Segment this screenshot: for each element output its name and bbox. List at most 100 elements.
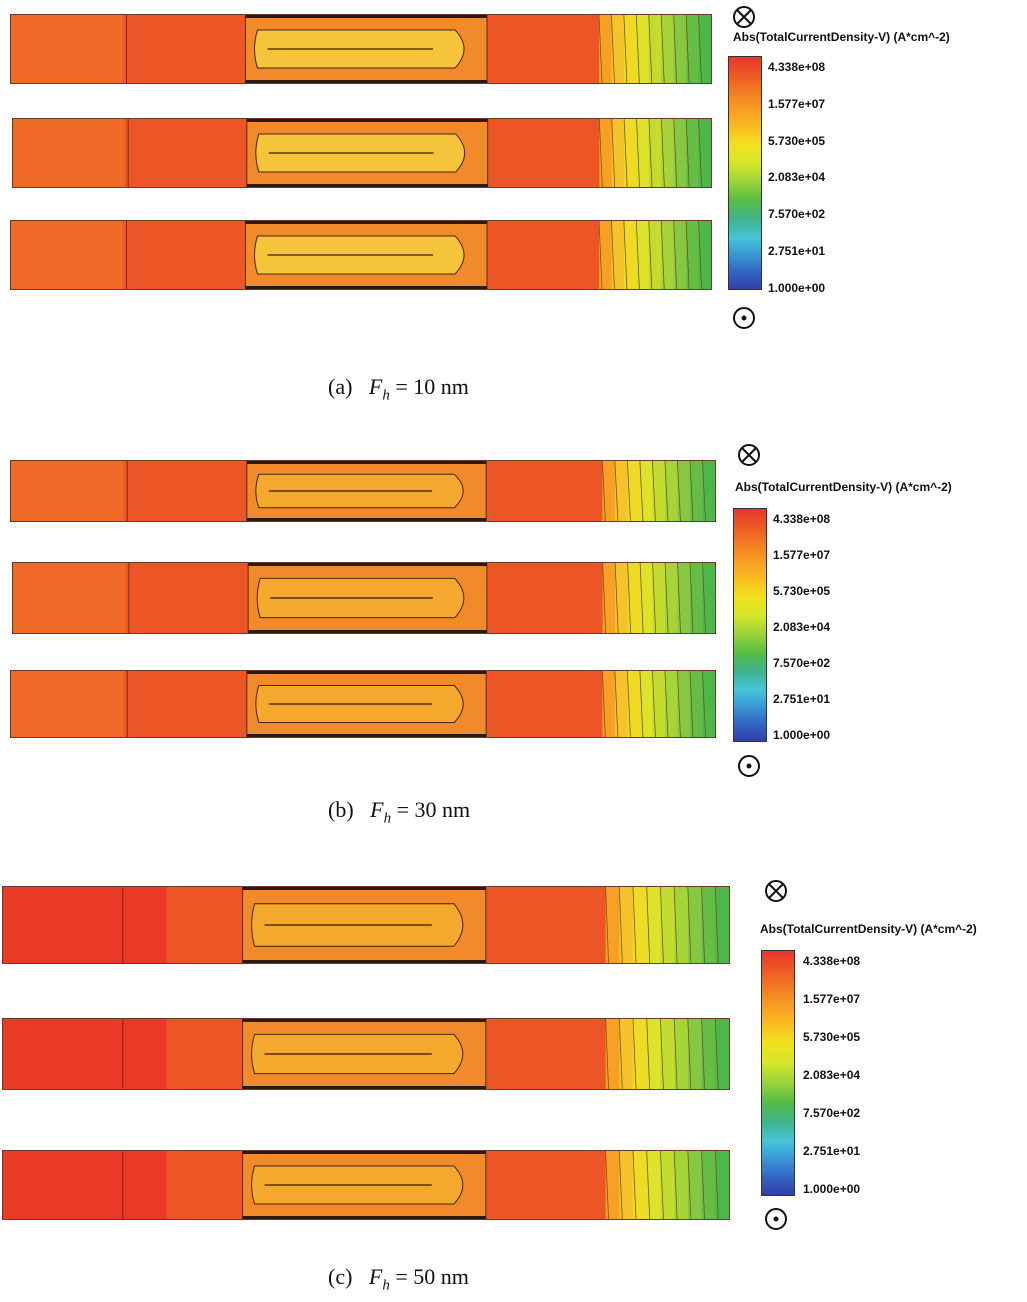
drain-contour-band bbox=[715, 887, 729, 963]
drain-contour-band bbox=[698, 15, 711, 83]
source-region bbox=[13, 563, 126, 633]
drain-contour-band bbox=[698, 221, 711, 289]
drain-contour-band bbox=[715, 1019, 729, 1089]
device-strip bbox=[10, 460, 716, 522]
source-region bbox=[11, 461, 124, 521]
drain-contour-band bbox=[687, 1019, 703, 1089]
drain-contour-band bbox=[661, 15, 675, 83]
drain-contour-band bbox=[627, 671, 641, 737]
drain-contour-band bbox=[673, 119, 688, 187]
drain-contour-band bbox=[611, 15, 625, 83]
drain-contour-band bbox=[660, 1019, 676, 1089]
drain-contour-band bbox=[619, 887, 635, 963]
colorbar-tick: 2.751e+01 bbox=[773, 692, 831, 706]
drain-contour-band bbox=[687, 1151, 703, 1219]
out-of-page-icon bbox=[765, 1208, 787, 1230]
drain-contour-band bbox=[686, 119, 700, 187]
drain-contour-band bbox=[702, 461, 715, 521]
colorbar-tick: 7.570e+02 bbox=[768, 207, 826, 221]
drain-contour-band bbox=[689, 671, 704, 737]
source-region bbox=[3, 887, 167, 963]
colorbar bbox=[733, 508, 767, 742]
colorbar-tick: 7.570e+02 bbox=[773, 656, 831, 670]
drain-contour-band bbox=[674, 1151, 689, 1219]
source-region bbox=[13, 119, 125, 187]
drain-contour-band bbox=[677, 563, 692, 633]
drain-contour-band bbox=[605, 887, 621, 963]
into-page-icon bbox=[738, 444, 760, 466]
current-density-map bbox=[11, 221, 711, 289]
drain-contour-band bbox=[648, 15, 663, 83]
drain-contour-band bbox=[614, 461, 629, 521]
drain-contour-band bbox=[652, 563, 667, 633]
drain-contour-band bbox=[652, 461, 666, 521]
current-density-map bbox=[11, 461, 715, 521]
drain-contour-band bbox=[611, 119, 626, 187]
drain-contour-band bbox=[674, 887, 689, 963]
drain-contour-band bbox=[636, 15, 650, 83]
drain-contour-band bbox=[614, 671, 629, 737]
drain-contour-band bbox=[602, 671, 616, 737]
drain-contour-band bbox=[689, 461, 704, 521]
colorbar-title: Abs(TotalCurrentDensity-V) (A*cm^-2) bbox=[735, 480, 952, 494]
source-region bbox=[3, 1019, 167, 1089]
colorbar bbox=[761, 950, 795, 1196]
device-strip bbox=[12, 118, 712, 188]
drain-contour-band bbox=[715, 1151, 729, 1219]
colorbar-tick: 4.338e+08 bbox=[768, 60, 826, 74]
symbol: F bbox=[368, 374, 383, 399]
colorbar-tick: 2.083e+04 bbox=[803, 1068, 861, 1082]
panel-label: (a) bbox=[328, 374, 353, 399]
current-density-map bbox=[3, 887, 729, 963]
symbol: F bbox=[370, 797, 384, 822]
drain-contour-band bbox=[660, 887, 676, 963]
drain-contour-band bbox=[648, 119, 663, 187]
colorbar-title: Abs(TotalCurrentDensity-V) (A*cm^-2) bbox=[733, 30, 950, 44]
colorbar-tick: 1.577e+07 bbox=[768, 97, 826, 111]
symbol-sub: h bbox=[382, 1277, 390, 1294]
panel-caption: (c) Fh = 50 nm bbox=[328, 1264, 469, 1294]
drain-contour-band bbox=[639, 461, 654, 521]
drain-contour-band bbox=[602, 461, 616, 521]
drain-contour-band bbox=[646, 1019, 662, 1089]
current-density-map bbox=[13, 563, 715, 633]
colorbar-tick: 1.000e+00 bbox=[773, 728, 831, 742]
drain-contour-band bbox=[686, 221, 700, 289]
colorbar bbox=[728, 56, 762, 290]
drain-contour-band bbox=[615, 563, 629, 633]
drain-contour-band bbox=[633, 1019, 648, 1089]
drain-contour-band bbox=[702, 563, 715, 633]
drain-contour-band bbox=[661, 221, 675, 289]
panel-label: (b) bbox=[328, 797, 354, 822]
current-density-map bbox=[13, 119, 711, 187]
device-strip bbox=[2, 886, 730, 964]
panel-c: Abs(TotalCurrentDensity-V) (A*cm^-2) 4.3… bbox=[0, 870, 1027, 1302]
into-page-icon bbox=[765, 880, 787, 902]
colorbar-tick: 2.083e+04 bbox=[773, 620, 831, 634]
colorbar-tick: 5.730e+05 bbox=[773, 584, 831, 598]
drain-contour-band bbox=[646, 1151, 662, 1219]
into-page-icon bbox=[733, 6, 755, 28]
colorbar-tick: 5.730e+05 bbox=[803, 1030, 861, 1044]
source-region bbox=[11, 671, 124, 737]
drain-contour-band bbox=[599, 221, 613, 289]
value-text: = 50 nm bbox=[395, 1264, 469, 1289]
drain-contour-band bbox=[605, 1151, 621, 1219]
drain-contour-band bbox=[627, 563, 642, 633]
panel-a: Abs(TotalCurrentDensity-V) (A*cm^-2) 4.3… bbox=[0, 0, 1027, 410]
device-strip bbox=[10, 220, 712, 290]
colorbar-title: Abs(TotalCurrentDensity-V) (A*cm^-2) bbox=[760, 922, 977, 936]
panel-b: Abs(TotalCurrentDensity-V) (A*cm^-2) 4.3… bbox=[0, 440, 1027, 840]
device-strip bbox=[10, 14, 712, 84]
colorbar-tick: 1.577e+07 bbox=[773, 548, 831, 562]
symbol-sub: h bbox=[383, 810, 392, 827]
drain-contour-band bbox=[640, 563, 654, 633]
drain-contour-band bbox=[686, 15, 700, 83]
value-text: = 10 nm bbox=[395, 374, 469, 399]
drain-contour-band bbox=[599, 119, 613, 187]
colorbar-tick: 5.730e+05 bbox=[768, 134, 826, 148]
drain-contour-band bbox=[673, 221, 688, 289]
device-strip bbox=[2, 1018, 730, 1090]
value-text: = 30 nm bbox=[396, 797, 471, 822]
device-strip bbox=[12, 562, 716, 634]
